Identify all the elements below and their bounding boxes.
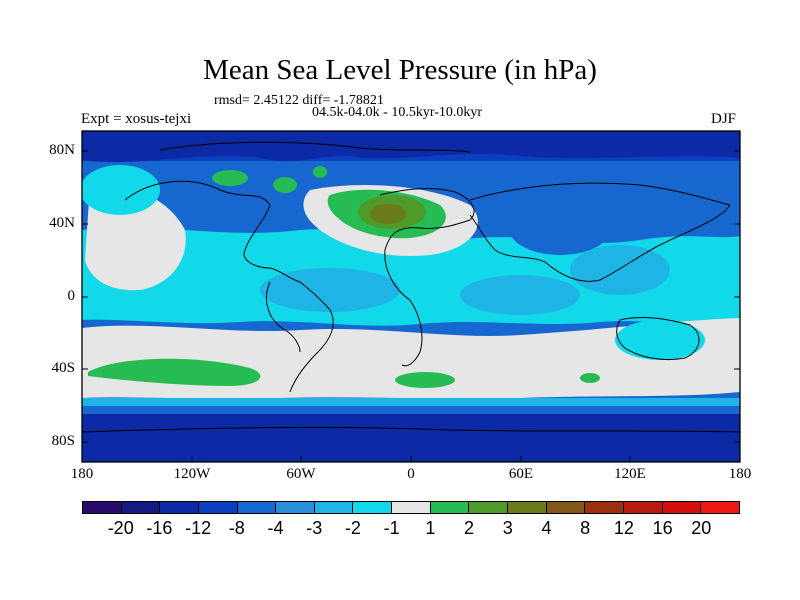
field-aus-cyan [615, 320, 705, 360]
legend-label: 1 [425, 518, 436, 538]
legend-label: 2 [464, 518, 475, 538]
legend-box [121, 502, 161, 513]
y-tick-label: 0 [67, 288, 76, 304]
field-canada-green-1 [212, 170, 248, 186]
y-tick-label: 40S [51, 360, 75, 376]
legend-box [585, 502, 624, 513]
coastlines [82, 141, 740, 433]
legend-label: -3 [306, 518, 323, 538]
rmsd-diff-stats: rmsd= 2.45122 diff= -1.78821 [214, 93, 384, 108]
x-tick-label: 60W [286, 466, 316, 482]
field-arctic-dark [82, 131, 740, 163]
field-npac-cyan [82, 165, 160, 215]
legend-box [662, 502, 702, 513]
experiment-label: Expt = xosus-tejxi [81, 111, 192, 127]
legend-box [314, 502, 354, 513]
field-blue-asia [510, 205, 610, 255]
legend-label: 12 [613, 518, 634, 538]
field-lightblue-1 [260, 268, 400, 312]
y-tick-label: 80N [49, 142, 75, 158]
legend-box [276, 502, 315, 513]
legend-box [701, 502, 739, 513]
legend-label: -20 [107, 518, 134, 538]
legend-label: 16 [652, 518, 673, 538]
x-tick-label: 180 [728, 466, 752, 482]
pressure-field [82, 131, 740, 462]
legend-box [546, 502, 586, 513]
x-tick-label: 60E [508, 466, 534, 482]
legend-label: -4 [267, 518, 284, 538]
field-south-indian-green [580, 373, 600, 383]
x-tick-label: 120E [614, 466, 646, 482]
legend-label: -16 [146, 518, 173, 538]
y-tick-label: 80S [51, 433, 75, 449]
legend-label: 8 [580, 518, 591, 538]
legend-box [83, 502, 122, 513]
field-canada-green-3 [313, 166, 327, 178]
field-lightblue-2 [460, 275, 580, 315]
legend-label: -2 [344, 518, 361, 538]
field-canada-green-2 [273, 177, 297, 193]
page-title: Mean Sea Level Pressure (in hPa) [203, 54, 597, 86]
legend-box [353, 502, 393, 513]
legend-box [430, 502, 470, 513]
axis-ticks [81, 131, 741, 462]
legend-label: -8 [228, 518, 245, 538]
legend-label: -12 [185, 518, 212, 538]
field-antarctic [82, 414, 740, 462]
legend-label: 3 [502, 518, 513, 538]
legend-box [469, 502, 509, 513]
legend-box [623, 502, 663, 513]
field-lightblue-3 [570, 245, 670, 295]
color-legend [82, 501, 740, 514]
season-label: DJF [711, 111, 737, 127]
legend-box [237, 502, 277, 513]
legend-box [160, 502, 199, 513]
legend-label: -1 [383, 518, 400, 538]
y-tick-label: 40N [49, 215, 75, 231]
field-so-band-2 [82, 406, 740, 414]
x-tick-label: 180 [70, 466, 94, 482]
legend-label: 20 [691, 518, 712, 538]
legend-label: 4 [541, 518, 552, 538]
period-label: 04.5k-04.0k - 10.5kyr-10.0kyr [312, 105, 483, 120]
legend-box [198, 502, 238, 513]
x-tick-label: 120W [173, 466, 211, 482]
field-europe-core [370, 204, 406, 224]
x-tick-label: 0 [407, 466, 415, 482]
field-south-atlantic-green [395, 372, 455, 388]
legend-box [508, 502, 547, 513]
field-so-band-1 [82, 398, 740, 406]
field-south-pacific-green [88, 358, 261, 386]
legend-box [392, 502, 431, 513]
